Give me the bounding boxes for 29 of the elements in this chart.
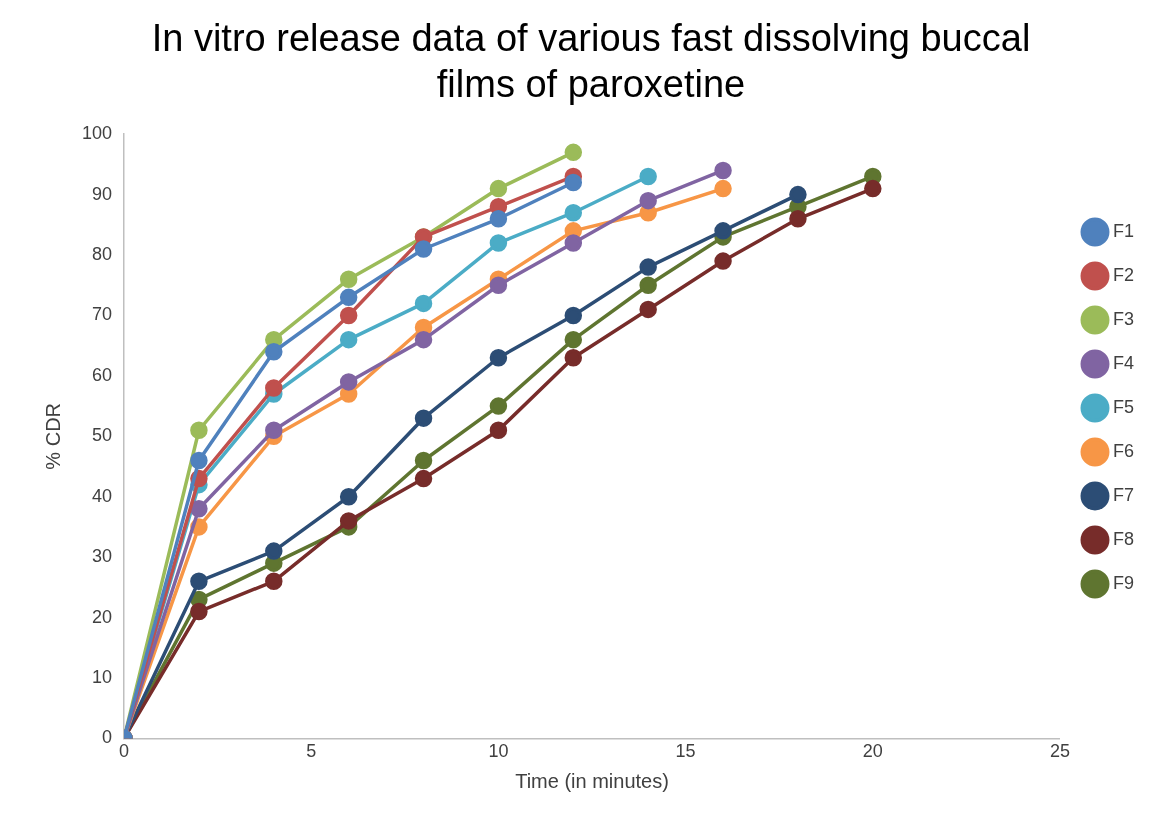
x-tick-label: 10: [488, 741, 509, 762]
x-tick-label: 15: [675, 741, 696, 762]
y-tick-label: 100: [81, 123, 113, 144]
y-tick-label: 60: [92, 364, 113, 385]
legend-label: F3: [1112, 308, 1135, 329]
legend-label: F8: [1112, 528, 1135, 549]
x-tick-label: 20: [862, 741, 883, 762]
y-axis-title: % CDR: [41, 402, 64, 470]
y-tick-label: 50: [92, 425, 113, 446]
legend-label: F9: [1112, 572, 1135, 593]
legend-label: F5: [1112, 396, 1135, 417]
y-tick-label: 30: [92, 546, 113, 567]
legend-label: F1: [1112, 220, 1135, 241]
x-tick-label: 25: [1049, 741, 1071, 762]
y-tick-label: 70: [92, 304, 113, 325]
y-tick-label: 90: [92, 183, 113, 204]
legend-label: F4: [1112, 352, 1135, 373]
legend-label: F7: [1112, 484, 1135, 505]
chart-title: In vitro release data of various fast dissolving buccal films of paroxetine: [151, 17, 1031, 105]
x-tick-label: 0: [119, 741, 130, 762]
x-tick-label: 5: [306, 741, 317, 762]
y-tick-label: 10: [92, 666, 113, 687]
y-tick-label: 20: [92, 606, 113, 627]
y-tick-label: 40: [92, 485, 113, 506]
y-tick-label: 0: [102, 727, 113, 748]
legend-label: F2: [1112, 264, 1135, 285]
y-tick-label: 80: [92, 244, 113, 265]
legend-label: F6: [1112, 440, 1135, 461]
x-axis-title: Time (in minutes): [515, 769, 669, 792]
